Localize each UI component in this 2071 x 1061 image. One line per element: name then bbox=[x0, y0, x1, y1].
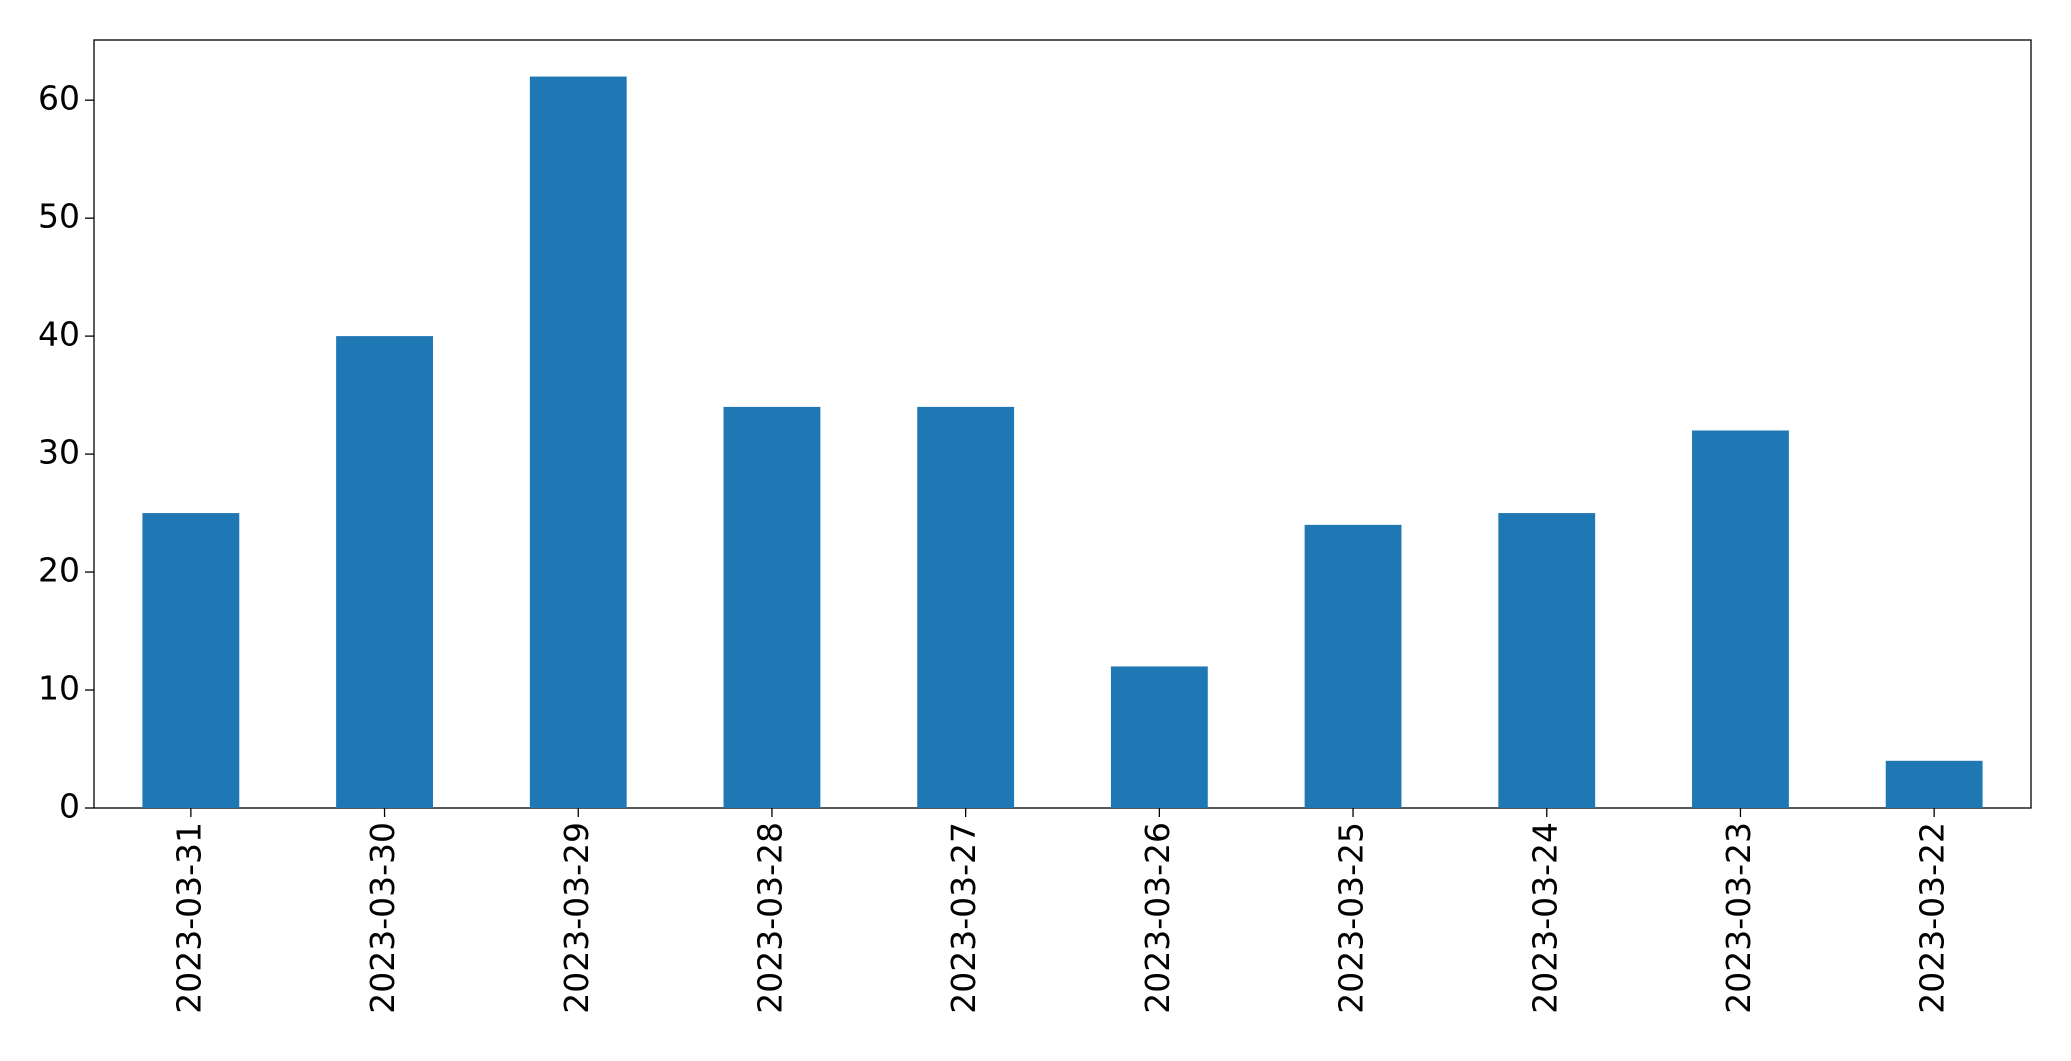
bar bbox=[1885, 760, 1983, 808]
y-tick-label: 0 bbox=[59, 787, 80, 826]
y-tick-label: 50 bbox=[38, 197, 80, 236]
bar bbox=[1304, 524, 1402, 808]
bar bbox=[723, 406, 821, 808]
x-tick-label: 2023-03-24 bbox=[1525, 822, 1564, 1014]
bar bbox=[1498, 513, 1596, 808]
y-tick-label: 10 bbox=[38, 669, 80, 708]
bar bbox=[1110, 666, 1208, 808]
x-tick-label: 2023-03-31 bbox=[169, 822, 208, 1014]
y-tick-label: 30 bbox=[38, 433, 80, 472]
x-tick-label: 2023-03-23 bbox=[1719, 822, 1758, 1014]
x-tick-label: 2023-03-22 bbox=[1913, 822, 1952, 1014]
plot-frame bbox=[93, 39, 2032, 809]
x-tick-label: 2023-03-29 bbox=[557, 822, 596, 1014]
bar bbox=[1692, 430, 1789, 808]
x-tick-label: 2023-03-25 bbox=[1332, 822, 1371, 1014]
x-tick-label: 2023-03-28 bbox=[750, 822, 789, 1014]
bar bbox=[917, 406, 1015, 808]
x-tick-label: 2023-03-26 bbox=[1138, 822, 1177, 1014]
y-tick-label: 40 bbox=[38, 315, 80, 354]
bar bbox=[529, 76, 627, 809]
bar bbox=[142, 513, 240, 808]
y-tick-label: 60 bbox=[38, 79, 80, 118]
y-tick-label: 20 bbox=[38, 551, 80, 590]
x-tick-label: 2023-03-27 bbox=[944, 822, 983, 1014]
x-tick-label: 2023-03-30 bbox=[363, 822, 402, 1014]
bar bbox=[336, 336, 433, 808]
